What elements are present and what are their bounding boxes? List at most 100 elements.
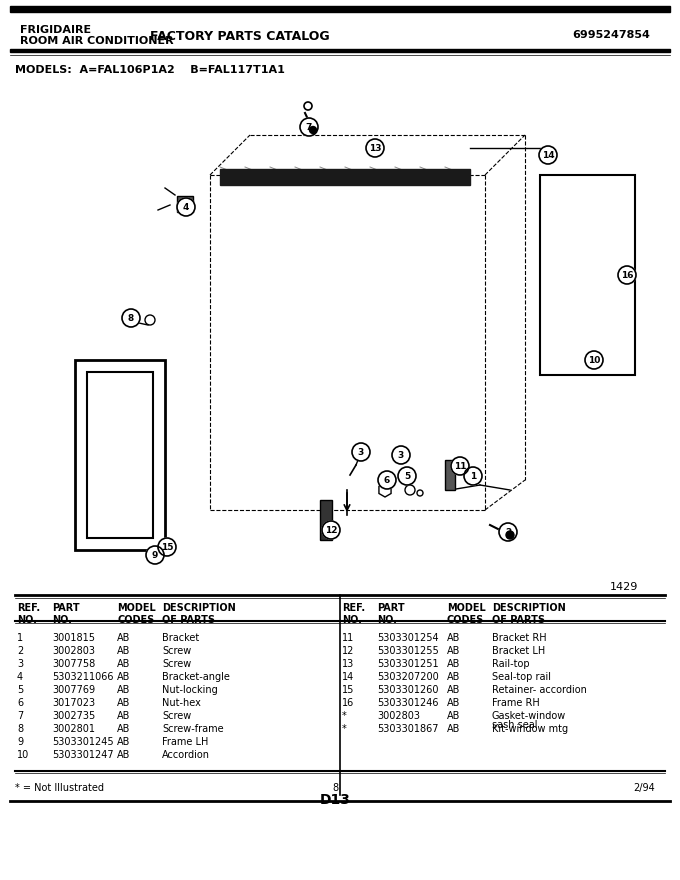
- Circle shape: [585, 351, 603, 369]
- Text: FRIGIDAIRE: FRIGIDAIRE: [20, 25, 91, 35]
- Bar: [540, 175, 635, 375]
- Text: D13: D13: [320, 793, 350, 807]
- Text: PART
NO.: PART NO.: [377, 603, 405, 625]
- Text: 3017023: 3017023: [52, 698, 95, 708]
- Circle shape: [158, 538, 176, 556]
- Text: Screw: Screw: [162, 659, 191, 669]
- Circle shape: [145, 315, 155, 325]
- Text: 10: 10: [588, 356, 600, 364]
- Text: 1: 1: [470, 472, 476, 480]
- Text: Kit-window mtg: Kit-window mtg: [492, 724, 568, 734]
- Text: 15: 15: [342, 685, 354, 695]
- Text: 5303301247: 5303301247: [52, 750, 114, 760]
- Bar: [177, 196, 193, 212]
- Text: 10: 10: [17, 750, 29, 760]
- Circle shape: [309, 127, 316, 134]
- Text: 3: 3: [358, 448, 364, 457]
- Text: AB: AB: [117, 711, 131, 721]
- Text: Seal-top rail: Seal-top rail: [492, 672, 551, 682]
- Text: Screw-frame: Screw-frame: [162, 724, 224, 734]
- Text: * = Not Illustrated: * = Not Illustrated: [15, 783, 104, 793]
- Text: 3001815: 3001815: [52, 633, 95, 643]
- Text: sash seal: sash seal: [492, 720, 537, 730]
- Text: 9: 9: [152, 551, 158, 560]
- Text: AB: AB: [117, 633, 131, 643]
- Bar: [320, 500, 332, 540]
- Text: 5: 5: [404, 472, 410, 480]
- Text: REF.
NO.: REF. NO.: [342, 603, 365, 625]
- Text: 11: 11: [342, 633, 354, 643]
- Text: 5303301255: 5303301255: [377, 646, 439, 656]
- Circle shape: [378, 471, 396, 489]
- Text: 3: 3: [17, 659, 23, 669]
- Text: 14: 14: [542, 150, 554, 159]
- Text: 12: 12: [342, 646, 354, 656]
- Text: Bracket LH: Bracket LH: [492, 646, 545, 656]
- Bar: [220, 169, 470, 185]
- Text: Rail-top: Rail-top: [492, 659, 530, 669]
- Text: 7: 7: [17, 711, 23, 721]
- Text: Frame RH: Frame RH: [492, 698, 540, 708]
- Text: MODEL
CODES: MODEL CODES: [447, 603, 486, 625]
- Circle shape: [464, 467, 482, 485]
- Circle shape: [366, 139, 384, 157]
- Circle shape: [392, 446, 410, 464]
- Text: AB: AB: [117, 724, 131, 734]
- Text: 8: 8: [17, 724, 23, 734]
- Bar: [75, 360, 165, 550]
- Text: AB: AB: [447, 672, 460, 682]
- Text: Frame LH: Frame LH: [162, 737, 208, 747]
- Text: 6: 6: [384, 475, 390, 485]
- Bar: [445, 460, 455, 490]
- Text: AB: AB: [117, 698, 131, 708]
- Text: Bracket RH: Bracket RH: [492, 633, 547, 643]
- Text: 3002801: 3002801: [52, 724, 95, 734]
- Circle shape: [122, 309, 140, 327]
- Text: AB: AB: [447, 646, 460, 656]
- Text: 13: 13: [369, 143, 381, 152]
- Text: Bracket: Bracket: [162, 633, 199, 643]
- Text: DESCRIPTION
OF PARTS: DESCRIPTION OF PARTS: [162, 603, 236, 625]
- Circle shape: [352, 443, 370, 461]
- Text: Screw: Screw: [162, 646, 191, 656]
- Text: 8: 8: [128, 313, 134, 322]
- Text: ROOM AIR CONDITIONER: ROOM AIR CONDITIONER: [20, 36, 173, 46]
- Text: 3: 3: [398, 451, 404, 459]
- Circle shape: [417, 490, 423, 496]
- Text: AB: AB: [447, 685, 460, 695]
- Text: 14: 14: [342, 672, 354, 682]
- Text: 3002735: 3002735: [52, 711, 95, 721]
- Bar: [10, 49, 670, 52]
- Text: 16: 16: [621, 270, 633, 280]
- Bar: [87, 372, 153, 538]
- Text: Screw: Screw: [162, 711, 191, 721]
- Text: 5303211066: 5303211066: [52, 672, 114, 682]
- Circle shape: [398, 467, 416, 485]
- Circle shape: [177, 198, 195, 216]
- Text: 1429: 1429: [610, 582, 639, 592]
- Circle shape: [618, 266, 636, 284]
- Text: Gasket-window: Gasket-window: [492, 711, 566, 721]
- Text: AB: AB: [117, 737, 131, 747]
- Text: AB: AB: [117, 685, 131, 695]
- Circle shape: [451, 457, 469, 475]
- Text: 3007769: 3007769: [52, 685, 95, 695]
- Text: 9: 9: [17, 737, 23, 747]
- Text: 2/94: 2/94: [633, 783, 655, 793]
- Text: AB: AB: [447, 698, 460, 708]
- Text: 1: 1: [17, 633, 23, 643]
- Circle shape: [499, 523, 517, 541]
- Text: 7: 7: [306, 122, 312, 131]
- Text: 5303301260: 5303301260: [377, 685, 439, 695]
- Text: 5303301254: 5303301254: [377, 633, 439, 643]
- Text: AB: AB: [447, 724, 460, 734]
- Text: 6: 6: [17, 698, 23, 708]
- Text: 5303301867: 5303301867: [377, 724, 439, 734]
- Text: 2: 2: [505, 527, 511, 537]
- Circle shape: [322, 521, 340, 539]
- Text: 15: 15: [160, 542, 173, 552]
- Text: AB: AB: [117, 672, 131, 682]
- Text: 5303301251: 5303301251: [377, 659, 439, 669]
- Text: 11: 11: [454, 461, 466, 471]
- Text: 8: 8: [332, 783, 338, 793]
